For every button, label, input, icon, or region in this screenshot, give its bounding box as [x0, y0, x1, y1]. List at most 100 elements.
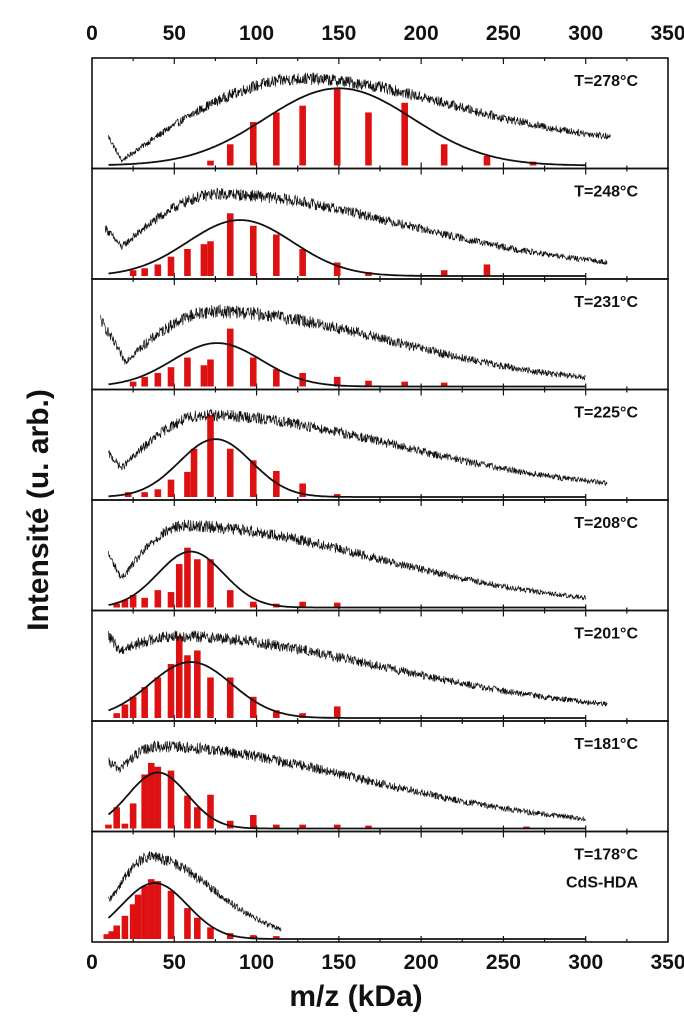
gaussian-fit-6 [107, 771, 586, 830]
bar-5-6 [175, 635, 183, 718]
bar-1-7 [226, 213, 234, 276]
panel-label-7: T=178°C [574, 847, 638, 864]
bottom-tick-label-5: 250 [486, 951, 521, 974]
top-tick-label-6: 300 [568, 22, 603, 45]
bar-4-3 [141, 597, 148, 608]
bar-4-8 [194, 559, 201, 608]
gaussian-fit-5 [108, 661, 586, 719]
panel-3: T=225°C [91, 388, 669, 501]
bar-6-15 [333, 824, 341, 829]
bar-5-10 [226, 677, 234, 718]
bar-0-2 [249, 122, 257, 166]
bar-5-5 [167, 663, 175, 718]
bar-2-3 [167, 367, 175, 387]
bar-2-11 [333, 376, 341, 387]
bar-4-14 [333, 602, 341, 608]
top-tick-label-1: 50 [163, 22, 186, 45]
bar-7-15 [273, 936, 280, 939]
panel-6: T=181°C [91, 720, 669, 833]
gaussian-fit-0 [108, 87, 586, 167]
bar-7-11 [194, 917, 201, 939]
bar-7-14 [249, 935, 257, 939]
bar-3-8 [249, 460, 257, 497]
bar-6-6 [154, 766, 162, 829]
bar-0-1 [226, 144, 234, 166]
bar-2-12 [365, 380, 372, 387]
bar-2-0 [129, 381, 137, 387]
bar-1-5 [200, 244, 208, 276]
bar-6-8 [184, 795, 191, 829]
gaussian-fit-7 [107, 882, 586, 940]
bar-3-10 [299, 483, 306, 497]
bar-3-7 [226, 448, 234, 497]
bottom-tick-label-4: 200 [404, 951, 439, 974]
bar-3-2 [154, 489, 162, 497]
bar-2-9 [273, 369, 280, 387]
bar-3-6 [207, 414, 214, 497]
spectrum-line-3 [108, 408, 608, 486]
bar-7-12 [207, 927, 214, 939]
bar-7-5 [134, 894, 142, 939]
bar-0-0 [207, 160, 214, 166]
bottom-tick-label-6: 300 [568, 951, 603, 974]
panel-2: T=231°C [91, 278, 669, 391]
bar-5-2 [129, 696, 137, 718]
spectrum-line-2 [99, 304, 586, 381]
bar-1-6 [207, 241, 214, 276]
bar-6-9 [194, 807, 201, 829]
bar-1-3 [167, 256, 175, 276]
bar-2-5 [200, 365, 208, 387]
spectrum-line-7 [108, 851, 282, 932]
bar-3-5 [190, 448, 198, 497]
spectrum-line-1 [104, 187, 608, 266]
bar-4-4 [154, 590, 162, 608]
bar-6-16 [365, 825, 372, 829]
bar-5-4 [154, 677, 162, 718]
bar-6-17 [523, 826, 530, 829]
y-axis-title: Intensité (u. arb.) [22, 389, 55, 631]
panel-0: T=278°C [91, 57, 669, 170]
bar-0-6 [365, 112, 372, 166]
bar-4-2 [129, 594, 137, 608]
bar-4-7 [184, 547, 191, 608]
gaussian-fit-4 [108, 550, 586, 609]
bar-5-14 [333, 706, 341, 718]
panel-4: T=208°C [91, 499, 669, 612]
bar-0-3 [273, 112, 280, 166]
bar-7-6 [141, 885, 148, 939]
bar-6-12 [249, 814, 257, 829]
bottom-x-axis: 0 50 100 150 200 250 300 350 [86, 951, 684, 974]
bottom-tick-label-3: 150 [321, 951, 356, 974]
bar-5-8 [194, 650, 201, 718]
gaussian-fit-2 [108, 342, 586, 388]
top-tick-label-4: 200 [404, 22, 439, 45]
bar-4-9 [207, 559, 214, 608]
bar-0-5 [333, 88, 341, 166]
bottom-tick-label-0: 0 [86, 951, 98, 974]
bar-6-1 [113, 807, 120, 829]
panel-7: T=178°C CdS-HDA [91, 830, 669, 943]
bar-3-11 [333, 494, 341, 497]
bar-1-13 [440, 270, 448, 276]
bottom-tick-label-1: 50 [163, 951, 186, 974]
bar-6-13 [273, 824, 280, 829]
bar-6-10 [207, 794, 214, 829]
bar-5-11 [249, 696, 257, 718]
bar-5-0 [113, 713, 120, 718]
bar-0-4 [299, 105, 306, 166]
panel-label-1: T=248°C [574, 184, 638, 201]
bar-5-9 [207, 677, 214, 718]
bar-3-4 [184, 471, 191, 497]
bar-7-2 [113, 925, 120, 939]
bar-1-1 [141, 268, 148, 276]
gaussian-fit-1 [108, 219, 586, 277]
panel-label-3: T=225°C [574, 405, 638, 422]
bar-2-13 [401, 381, 408, 387]
bar-5-1 [121, 704, 129, 718]
spectrum-line-5 [108, 630, 608, 707]
bar-7-0 [103, 934, 111, 939]
bar-1-8 [249, 225, 257, 276]
bar-1-2 [154, 264, 162, 276]
top-tick-label-0: 0 [86, 22, 98, 45]
bottom-tick-label-2: 100 [239, 951, 274, 974]
